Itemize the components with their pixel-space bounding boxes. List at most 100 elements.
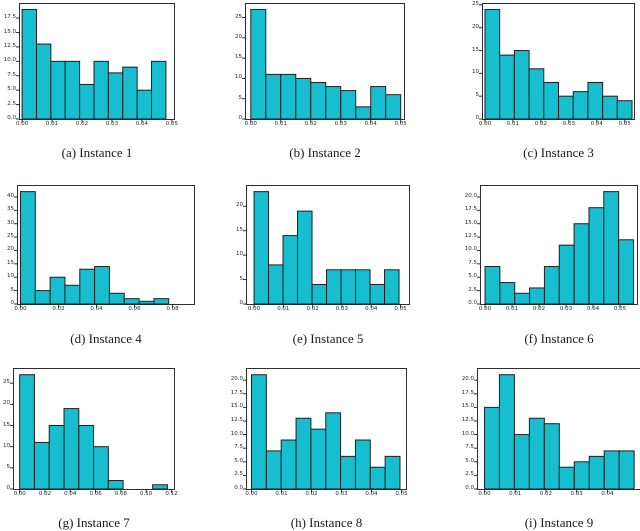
histogram-canvas	[243, 191, 402, 308]
x-tick-label: 0.00	[244, 121, 257, 127]
histogram-bar	[152, 484, 168, 490]
x-tick-label: 0.10	[140, 491, 153, 497]
y-tick-label: 10.0	[461, 430, 474, 437]
y-tick-label: 10	[236, 251, 243, 258]
histogram-bar	[78, 425, 95, 490]
x-tick-label: 0.02	[304, 121, 317, 127]
histogram-bar	[19, 191, 36, 305]
histogram-bar	[94, 266, 110, 305]
histogram-bar	[50, 60, 66, 120]
histogram-bar	[369, 466, 386, 490]
x-tick-label: 0.02	[52, 306, 65, 312]
y-tick-label: 0	[239, 300, 244, 306]
y-tick-label: 0.0	[465, 485, 474, 491]
y-tick-label: 15.0	[3, 28, 16, 35]
histogram-bar	[79, 268, 96, 305]
x-tick-label: 0.00	[15, 121, 29, 127]
histogram-bar	[484, 266, 501, 305]
y-tick-label: 12.5	[3, 42, 16, 49]
y-tick-label: 5.0	[468, 273, 477, 280]
histogram-bar	[151, 60, 167, 120]
x-tick-label: 0.00	[245, 491, 258, 497]
subplot-instance-5: 0.00 0.01 0.02 0.03 0.04 0.05 0 5 10 15 20 (e) Ins…	[213, 175, 426, 355]
histogram-chart-instance-8: 0.00 0.01 0.02 0.03 0.04 0.05 0.0 2.5 5.0 7.5 10.0…	[231, 368, 408, 531]
x-tick-label: 0.01	[274, 121, 287, 127]
histogram-bar	[295, 417, 312, 490]
x-tick-label: 0.05	[395, 491, 408, 497]
y-tick-label: 7.5	[234, 444, 243, 451]
subplot-caption: (h) Instance 8	[290, 515, 363, 530]
histogram-canvas	[243, 374, 402, 493]
x-tick-label: 0.04	[590, 121, 603, 127]
x-tick-label: 0.06	[128, 306, 141, 312]
y-tick-label: 15.0	[230, 403, 243, 410]
histogram-bar	[153, 298, 170, 305]
histogram-bar	[499, 282, 516, 305]
subplot-caption: (b) Instance 2	[289, 145, 361, 160]
histogram-bar	[123, 298, 140, 305]
subplot-instance-2: 0.00 0.01 0.02 0.03 0.04 0.05 0 5 10 15 20 25 (b) I…	[213, 0, 426, 175]
x-tick-label: 0.03	[570, 491, 583, 497]
y-tick-label: 20.0	[461, 376, 474, 383]
histogram-chart-instance-2: 0.00 0.01 0.02 0.03 0.04 0.05 0 5 10 15 20 25 (b) I…	[235, 3, 407, 161]
y-tick-label: 15.0	[461, 403, 474, 410]
histogram-bar	[513, 434, 530, 490]
histogram-chart-instance-5: 0.00 0.01 0.02 0.03 0.04 0.05 0 5 10 15 20 (e) Ins…	[236, 185, 410, 347]
y-tick-label: 0	[10, 300, 15, 306]
histogram-bar	[369, 283, 386, 305]
plot-area-instance-3: 0.00 0.01 0.02 0.03 0.04 0.05 0 5 10 15 20 25	[472, 1, 635, 127]
plot-area-instance-5: 0.00 0.01 0.02 0.03 0.04 0.05 0 5 10 15 20	[236, 185, 410, 312]
histogram-bar	[514, 292, 531, 305]
x-tick-label: 0.00	[247, 306, 261, 312]
y-tick-label: 10	[7, 273, 14, 280]
subplot-caption: (f) Instance 6	[524, 331, 594, 346]
x-tick-label: 0.05	[394, 121, 407, 127]
x-tick-label: 0.02	[75, 121, 89, 127]
x-tick-label: 0.02	[305, 491, 318, 497]
y-tick-label: 5	[6, 463, 11, 470]
histogram-chart-instance-3: 0.00 0.01 0.02 0.03 0.04 0.05 0 5 10 15 20 25 (c) I…	[472, 1, 635, 161]
histogram-bar	[326, 269, 342, 305]
y-tick-label: 5	[239, 275, 244, 282]
x-tick-label: 0.12	[165, 491, 178, 497]
histogram-canvas	[477, 191, 634, 308]
plot-area-instance-2: 0.00 0.01 0.02 0.03 0.04 0.05 0 5 10 15 20 25	[235, 3, 407, 127]
histogram-bar	[616, 100, 633, 120]
histogram-bar	[107, 72, 124, 120]
y-tick-label: 2.5	[465, 471, 474, 478]
histogram-bar	[354, 439, 371, 490]
x-tick-label: 0.08	[114, 491, 127, 497]
histogram-bar	[265, 73, 282, 120]
x-tick-label: 0.01	[277, 306, 290, 312]
histogram-bar	[79, 83, 95, 120]
x-tick-label: 0.08	[166, 306, 179, 312]
x-tick-label: 0.00	[478, 306, 492, 312]
x-tick-label: 0.03	[559, 306, 573, 312]
histogram-bar	[355, 269, 371, 305]
x-tick-label: 0.04	[365, 306, 378, 312]
histogram-bar	[384, 269, 400, 305]
histogram-bar	[602, 95, 618, 120]
histogram-bar	[21, 8, 37, 120]
x-tick-label: 0.01	[506, 121, 520, 127]
y-tick-label: 17.5	[464, 206, 477, 213]
histogram-bar	[340, 90, 357, 120]
plot-area-instance-6: 0.00 0.01 0.02 0.03 0.04 0.05 0.0 2.5 5.0 7.5 10.0…	[465, 185, 638, 312]
histogram-bar	[253, 191, 270, 305]
histogram-bar	[543, 81, 560, 120]
x-tick-label: 0.01	[275, 491, 288, 497]
histogram-bar	[93, 60, 109, 120]
y-tick-label: 40	[7, 192, 14, 199]
x-tick-label: 0.03	[335, 491, 348, 497]
histogram-bar	[136, 89, 153, 120]
subplot-instance-1: 0.00 0.01 0.02 0.03 0.04 0.05 0.0 2.5 5.0 7.5 10.0…	[0, 0, 213, 175]
x-tick-label: 0.04	[135, 121, 149, 127]
histogram-bar	[250, 8, 267, 120]
y-tick-label: 5	[238, 94, 243, 101]
y-tick-label: 15	[235, 54, 242, 61]
histogram-bar	[558, 466, 575, 490]
y-tick-label: 20	[7, 246, 14, 253]
histogram-bar	[543, 423, 560, 490]
y-tick-label: 0.0	[7, 115, 16, 121]
y-tick-label: 5.0	[465, 457, 474, 464]
